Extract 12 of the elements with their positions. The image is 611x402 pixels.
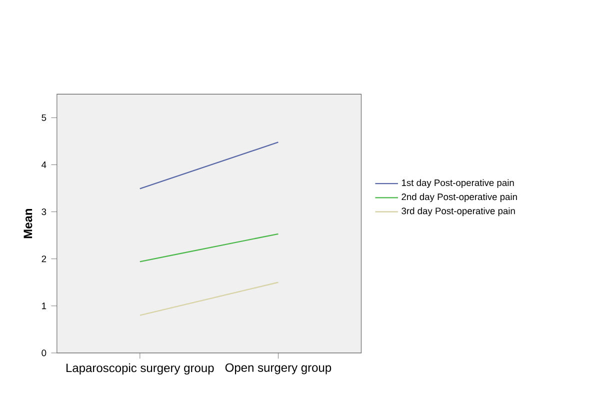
- y-tick-label: 3: [42, 208, 46, 215]
- y-axis-title: Mean: [24, 208, 32, 238]
- x-tick-label: Open surgery group: [225, 363, 332, 374]
- legend-label: 1st day Post-operative pain: [402, 179, 514, 188]
- y-tick-label: 5: [42, 114, 46, 121]
- y-tick-label: 2: [42, 255, 46, 262]
- x-tick-label: Laparoscopic surgery group: [66, 363, 214, 374]
- y-tick-label: 4: [42, 161, 46, 168]
- y-tick-label: 0: [42, 350, 46, 356]
- legend-label: 2nd day Post-operative pain: [402, 193, 517, 202]
- y-tick-label: 1: [42, 302, 46, 309]
- legend-label: 3rd day Post-operative pain: [402, 207, 515, 216]
